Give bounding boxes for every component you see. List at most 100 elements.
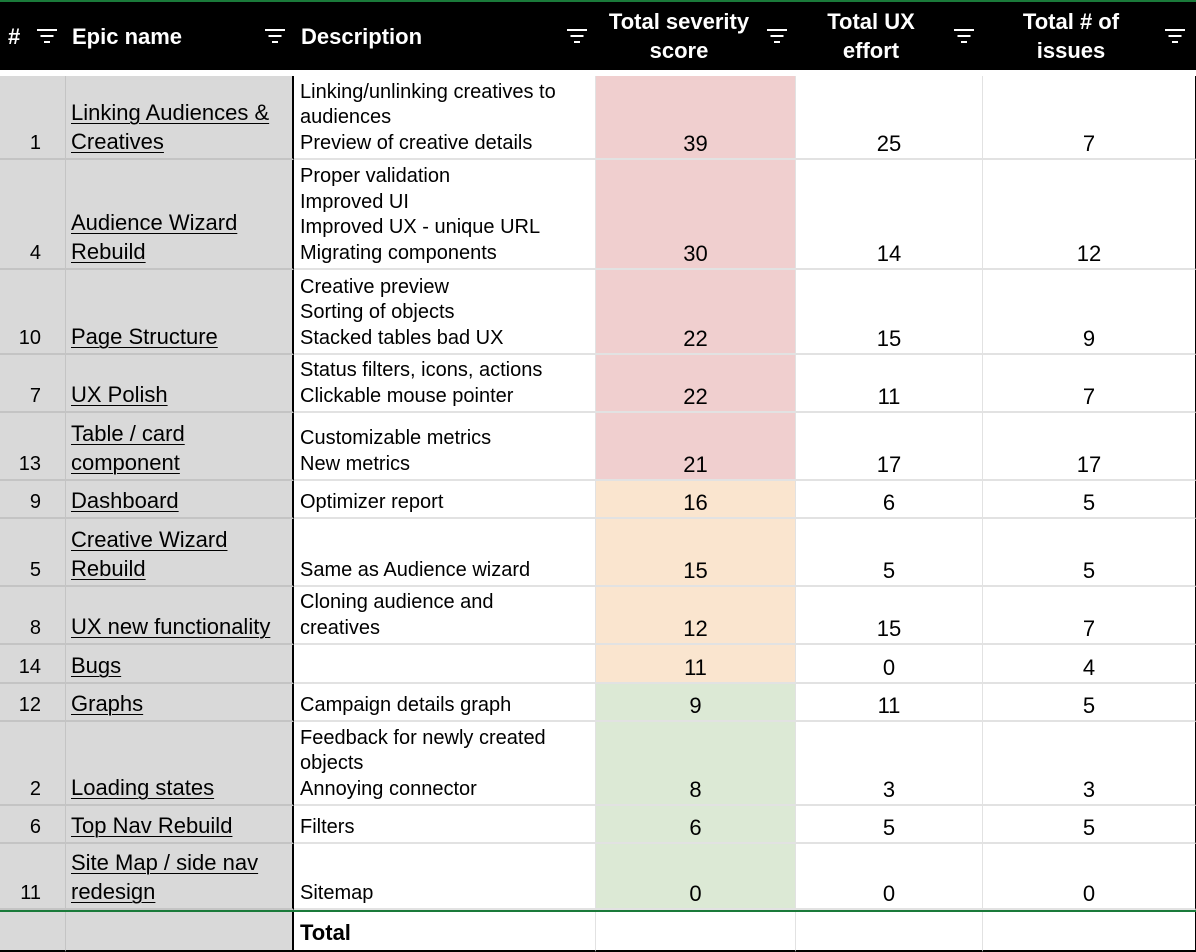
description-cell[interactable]: Creative preview Sorting of objects Stacke… [294, 270, 596, 355]
ux-effort-cell[interactable]: 0 [796, 645, 983, 684]
filter-icon[interactable] [566, 28, 588, 44]
severity-score-cell[interactable]: 16 [596, 481, 796, 519]
filter-icon[interactable] [264, 28, 286, 44]
epic-link[interactable]: Linking Audiences & Creatives [71, 98, 290, 156]
total-issues-cell[interactable] [983, 912, 1196, 952]
description-cell[interactable]: Feedback for newly created objects Annoyin… [294, 722, 596, 806]
ux-effort-cell[interactable]: 11 [796, 684, 983, 722]
description-cell[interactable] [294, 645, 596, 684]
header-cell-num[interactable]: # [0, 2, 66, 70]
issues-count-cell[interactable]: 5 [983, 481, 1196, 519]
epic-name-cell[interactable]: Top Nav Rebuild [66, 806, 294, 844]
epic-name-cell[interactable]: Graphs [66, 684, 294, 722]
description-cell[interactable]: Cloning audience and creatives [294, 587, 596, 645]
filter-icon[interactable] [1164, 28, 1186, 44]
header-cell-issues[interactable]: Total # of issues [983, 2, 1196, 70]
epic-name-cell[interactable]: Creative Wizard Rebuild [66, 519, 294, 587]
row-number-cell[interactable]: 8 [0, 587, 66, 645]
total-epic-cell[interactable] [66, 912, 294, 952]
issues-count-cell[interactable]: 12 [983, 160, 1196, 270]
severity-score-cell[interactable]: 22 [596, 270, 796, 355]
description-cell[interactable]: Filters [294, 806, 596, 844]
description-cell[interactable]: Sitemap [294, 844, 596, 910]
ux-effort-cell[interactable]: 6 [796, 481, 983, 519]
total-label-cell[interactable]: Total [294, 912, 596, 952]
ux-effort-cell[interactable]: 15 [796, 270, 983, 355]
description-cell[interactable]: Linking/unlinking creatives to audiences P… [294, 76, 596, 160]
severity-score-cell[interactable]: 6 [596, 806, 796, 844]
header-cell-description[interactable]: Description [294, 2, 596, 70]
epic-link[interactable]: Creative Wizard Rebuild [71, 525, 290, 583]
epic-name-cell[interactable]: Loading states [66, 722, 294, 806]
row-number-cell[interactable]: 4 [0, 160, 66, 270]
row-number-cell[interactable]: 1 [0, 76, 66, 160]
header-cell-epic[interactable]: Epic name [66, 2, 294, 70]
row-number-cell[interactable]: 13 [0, 413, 66, 481]
epic-link[interactable]: Loading states [71, 773, 290, 802]
issues-count-cell[interactable]: 17 [983, 413, 1196, 481]
header-cell-ux-effort[interactable]: Total UX effort [796, 2, 983, 70]
epic-name-cell[interactable]: Site Map / side nav redesign [66, 844, 294, 910]
severity-score-cell[interactable]: 11 [596, 645, 796, 684]
ux-effort-cell[interactable]: 11 [796, 355, 983, 413]
epic-link[interactable]: Site Map / side nav redesign [71, 848, 290, 906]
epic-link[interactable]: Page Structure [71, 322, 290, 351]
issues-count-cell[interactable]: 7 [983, 76, 1196, 160]
issues-count-cell[interactable]: 9 [983, 270, 1196, 355]
ux-effort-cell[interactable]: 14 [796, 160, 983, 270]
severity-score-cell[interactable]: 8 [596, 722, 796, 806]
epic-name-cell[interactable]: Bugs [66, 645, 294, 684]
issues-count-cell[interactable]: 5 [983, 684, 1196, 722]
issues-count-cell[interactable]: 5 [983, 806, 1196, 844]
severity-score-cell[interactable]: 12 [596, 587, 796, 645]
severity-score-cell[interactable]: 15 [596, 519, 796, 587]
severity-score-cell[interactable]: 22 [596, 355, 796, 413]
ux-effort-cell[interactable]: 17 [796, 413, 983, 481]
epic-name-cell[interactable]: UX new functionality [66, 587, 294, 645]
epic-link[interactable]: Audience Wizard Rebuild [71, 208, 290, 266]
issues-count-cell[interactable]: 4 [983, 645, 1196, 684]
epic-name-cell[interactable]: Page Structure [66, 270, 294, 355]
epic-link[interactable]: Graphs [71, 689, 290, 718]
issues-count-cell[interactable]: 7 [983, 355, 1196, 413]
ux-effort-cell[interactable]: 5 [796, 519, 983, 587]
epic-link[interactable]: Bugs [71, 651, 290, 680]
ux-effort-cell[interactable]: 3 [796, 722, 983, 806]
description-cell[interactable]: Optimizer report [294, 481, 596, 519]
row-number-cell[interactable]: 10 [0, 270, 66, 355]
row-number-cell[interactable]: 14 [0, 645, 66, 684]
description-cell[interactable]: Same as Audience wizard [294, 519, 596, 587]
issues-count-cell[interactable]: 7 [983, 587, 1196, 645]
row-number-cell[interactable]: 11 [0, 844, 66, 910]
severity-score-cell[interactable]: 0 [596, 844, 796, 910]
row-number-cell[interactable]: 5 [0, 519, 66, 587]
issues-count-cell[interactable]: 5 [983, 519, 1196, 587]
row-number-cell[interactable]: 2 [0, 722, 66, 806]
ux-effort-cell[interactable]: 25 [796, 76, 983, 160]
total-num-cell[interactable] [0, 912, 66, 952]
ux-effort-cell[interactable]: 5 [796, 806, 983, 844]
total-severity-cell[interactable] [596, 912, 796, 952]
row-number-cell[interactable]: 12 [0, 684, 66, 722]
epic-name-cell[interactable]: Audience Wizard Rebuild [66, 160, 294, 270]
description-cell[interactable]: Customizable metrics New metrics [294, 413, 596, 481]
row-number-cell[interactable]: 6 [0, 806, 66, 844]
ux-effort-cell[interactable]: 0 [796, 844, 983, 910]
severity-score-cell[interactable]: 30 [596, 160, 796, 270]
total-ux-effort-cell[interactable] [796, 912, 983, 952]
filter-icon[interactable] [953, 28, 975, 44]
severity-score-cell[interactable]: 39 [596, 76, 796, 160]
epic-link[interactable]: Table / card component [71, 419, 290, 477]
epic-name-cell[interactable]: Dashboard [66, 481, 294, 519]
epic-link[interactable]: Dashboard [71, 486, 290, 515]
header-cell-severity[interactable]: Total severity score [596, 2, 796, 70]
filter-icon[interactable] [766, 28, 788, 44]
row-number-cell[interactable]: 9 [0, 481, 66, 519]
filter-icon[interactable] [36, 28, 58, 44]
epic-link[interactable]: Top Nav Rebuild [71, 811, 290, 840]
epic-link[interactable]: UX new functionality [71, 612, 290, 641]
severity-score-cell[interactable]: 21 [596, 413, 796, 481]
ux-effort-cell[interactable]: 15 [796, 587, 983, 645]
description-cell[interactable]: Status filters, icons, actions Clickable … [294, 355, 596, 413]
issues-count-cell[interactable]: 0 [983, 844, 1196, 910]
